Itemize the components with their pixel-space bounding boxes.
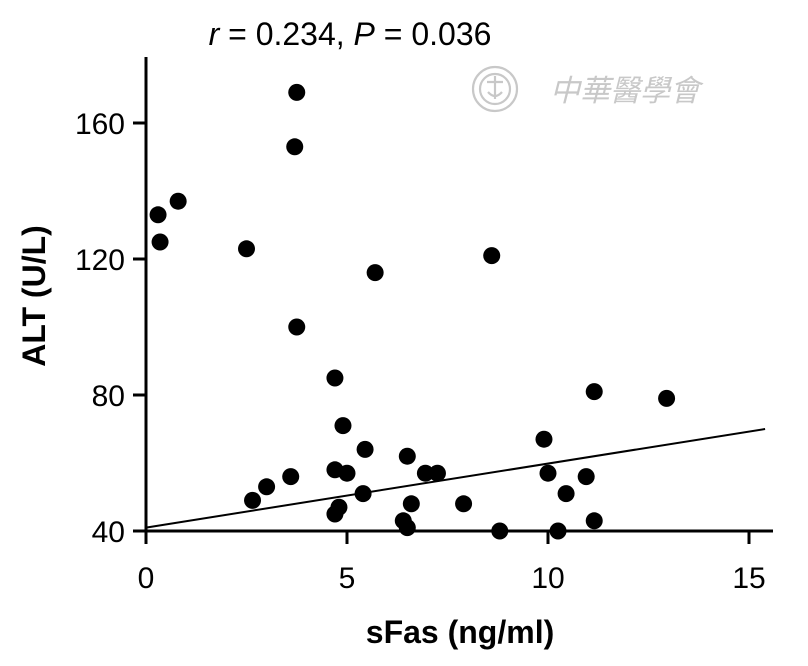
data-point [455,495,473,513]
data-point [535,430,553,448]
data-point [539,464,557,482]
data-point [149,206,167,224]
data-point [169,192,187,210]
data-point [366,264,384,282]
data-point [416,464,434,482]
y-tick-label: 160 [75,108,125,141]
data-point [151,233,169,251]
x-tick-label: 10 [531,562,564,595]
data-point [334,417,352,435]
data-point [577,468,595,486]
data-point [549,522,567,540]
x-axis-ticks: 0 5 10 15 [138,531,766,595]
watermark-seal-icon [471,65,519,113]
data-point [585,383,603,401]
data-point [398,519,416,537]
title-r-symbol: r [209,16,221,52]
data-point [286,138,304,156]
y-axis-ticks: 40 80 120 160 [75,108,146,549]
title-r-value: = 0.234, [219,16,353,52]
data-point [326,369,344,387]
regression-line [145,428,766,529]
data-point [557,485,575,503]
data-point [356,440,374,458]
data-point [288,318,306,336]
data-points [149,83,676,540]
y-axis-title: ALT (U/L) [16,225,52,367]
data-point [585,512,603,530]
x-tick-label: 0 [138,562,155,595]
x-tick-label: 15 [732,562,765,595]
data-point [238,240,255,258]
y-tick-label: 120 [75,244,125,277]
data-point [244,491,262,509]
data-point [338,464,356,482]
data-point [428,464,446,482]
data-point [491,522,509,540]
data-point [402,495,420,513]
data-point [282,468,300,486]
x-axis-title: sFas (ng/ml) [366,614,554,650]
data-point [658,389,676,407]
title-p-value: = 0.036 [375,16,492,52]
watermark: 中華醫學會 [471,65,704,113]
data-point [354,485,372,503]
data-point [483,247,501,265]
x-tick-label: 5 [339,562,356,595]
data-point [258,478,276,496]
chart-title: r = 0.234, P = 0.036 [209,16,492,52]
y-tick-label: 40 [92,516,125,549]
data-point [288,83,306,101]
data-point [330,498,348,516]
data-point [398,447,416,465]
y-tick-label: 80 [92,380,125,413]
watermark-text: 中華醫學會 [550,74,704,109]
title-p-symbol: P [354,16,376,52]
